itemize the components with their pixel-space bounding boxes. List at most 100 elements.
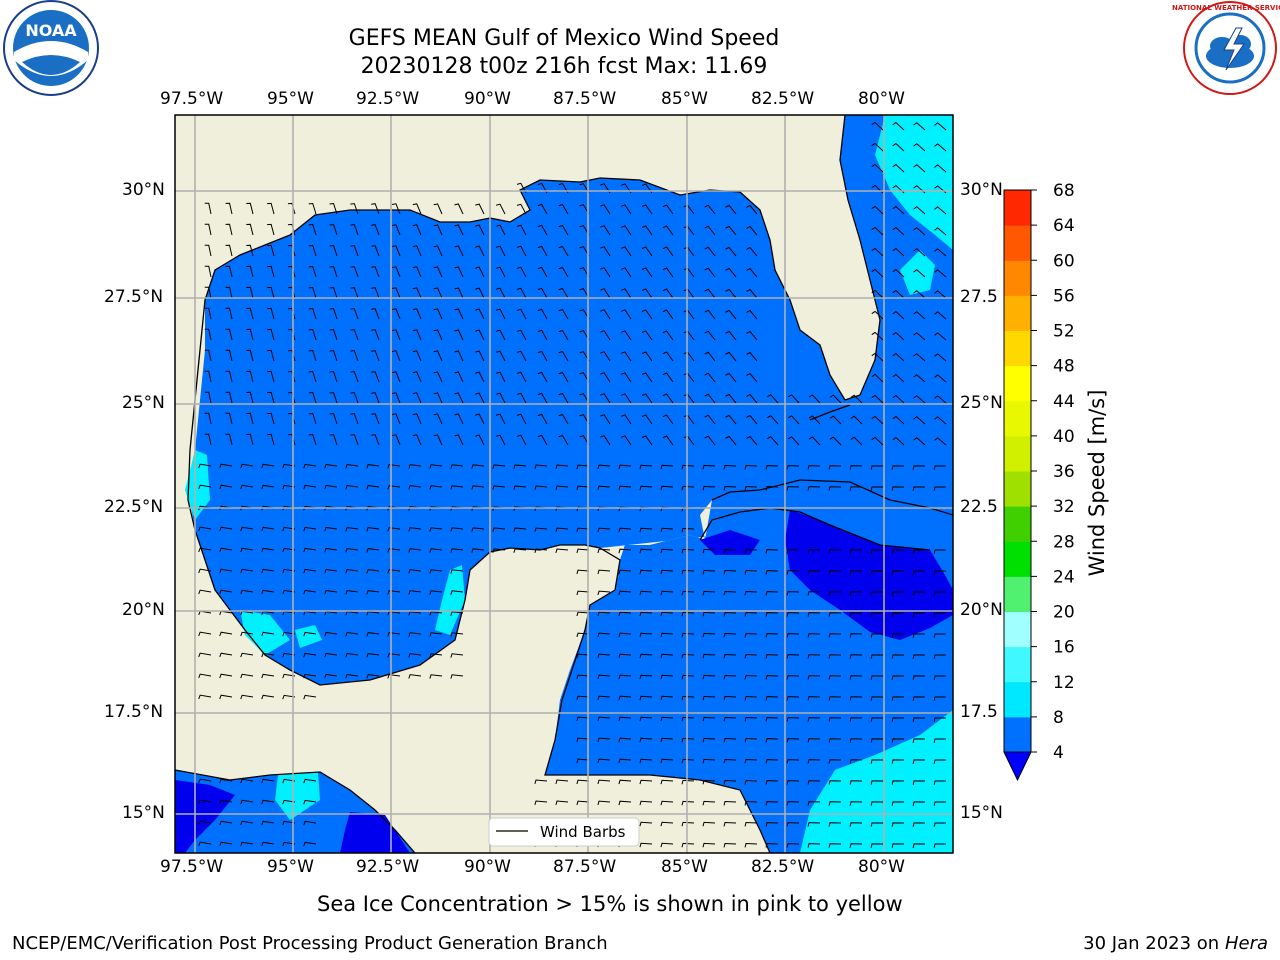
wind-barb <box>345 547 359 553</box>
wind-barb <box>891 696 905 701</box>
wind-barb <box>786 570 800 575</box>
wind-barb <box>475 224 485 236</box>
wind-barb <box>681 674 695 680</box>
wind-barb <box>765 696 779 701</box>
wind-barb <box>240 547 254 553</box>
wind-barb <box>558 182 569 194</box>
wind-barb <box>558 287 569 299</box>
wind-barb <box>308 349 317 362</box>
wind-barb <box>870 780 884 785</box>
wind-barb <box>662 372 674 383</box>
wind-barb <box>618 758 632 764</box>
wind-barb <box>225 349 233 362</box>
wind-barb <box>261 778 275 784</box>
mid-wind-atlantic <box>875 115 953 250</box>
colorbar-segment <box>1004 400 1031 437</box>
wind-barb <box>433 287 443 299</box>
wind-barb <box>725 225 737 236</box>
wind-barb <box>681 695 695 701</box>
colorbar-tick-label: 28 <box>1053 532 1075 552</box>
wind-barb <box>871 331 884 341</box>
wind-barb <box>371 203 380 215</box>
wind-barb <box>433 203 443 215</box>
wind-barb <box>787 436 800 446</box>
wind-barb <box>261 841 275 847</box>
wind-barb <box>412 350 422 362</box>
wind-barb <box>537 350 548 362</box>
wind-barb <box>537 266 548 278</box>
wind-barb <box>287 265 296 278</box>
wind-barb <box>597 485 611 491</box>
wind-barb <box>765 801 779 806</box>
wind-barb <box>576 695 590 701</box>
wind-barb <box>892 268 905 278</box>
wind-barb <box>261 694 275 700</box>
wind-barb <box>912 549 926 554</box>
wind-barb <box>744 548 758 554</box>
wind-barb <box>786 822 800 827</box>
colorbar-under-extension <box>1003 751 1032 782</box>
wind-barb <box>391 392 401 404</box>
wind-barb <box>662 351 674 362</box>
wind-barb <box>723 590 737 596</box>
mid-wind-atlantic-2 <box>900 250 935 295</box>
wind-barb <box>261 463 275 469</box>
wind-barb <box>828 633 842 638</box>
wind-barb <box>702 842 716 848</box>
lat-tick: 22.5°N <box>104 497 164 517</box>
wind-barb <box>555 527 569 533</box>
lon-tick: 87.5°W <box>553 89 617 109</box>
wind-barb <box>660 632 674 638</box>
wind-barb <box>912 759 926 764</box>
wind-barb <box>558 203 569 215</box>
wind-barb <box>600 246 611 257</box>
wind-barb <box>681 611 695 617</box>
wind-barb <box>240 841 254 847</box>
wind-barb <box>681 527 695 533</box>
colorbar-tick-label: 24 <box>1053 567 1075 587</box>
wind-barb <box>308 412 317 425</box>
wind-barb <box>287 202 296 215</box>
wind-barb <box>849 801 863 806</box>
wind-barb <box>308 307 317 320</box>
wind-barb <box>246 391 254 404</box>
sea-ice-note: Sea Ice Concentration > 15% is shown in … <box>317 892 903 916</box>
wind-barb <box>849 843 863 848</box>
wind-barb <box>219 694 233 700</box>
wind-barb <box>576 653 590 659</box>
wind-barb <box>913 395 926 404</box>
wind-barb <box>702 695 716 701</box>
wind-barb <box>198 526 212 532</box>
wind-barb <box>579 371 590 383</box>
wind-barb <box>204 307 212 320</box>
wind-barb <box>261 631 275 637</box>
wind-barb <box>913 164 926 173</box>
wind-barb <box>408 653 422 658</box>
wind-barb <box>267 328 275 341</box>
wind-barb <box>618 779 632 785</box>
wind-barb <box>828 570 842 575</box>
wind-barb <box>433 350 443 362</box>
wind-barb <box>267 391 275 404</box>
wind-barb <box>303 484 317 490</box>
wind-barb <box>639 758 653 764</box>
wind-barb <box>537 245 548 257</box>
wind-barb <box>597 632 611 638</box>
wind-barb <box>639 632 653 638</box>
lat-tick: 17.5°N <box>104 702 164 722</box>
mid-wind-yucatan-west <box>435 565 465 635</box>
wind-barb <box>913 353 926 362</box>
wind-barb <box>702 800 716 806</box>
wind-barb <box>913 311 926 320</box>
wind-barb <box>744 716 758 722</box>
wind-barb <box>660 464 674 470</box>
wind-barb <box>681 842 695 848</box>
wind-barb <box>496 371 506 383</box>
wind-barb <box>621 309 632 320</box>
wind-barb <box>870 612 884 617</box>
wind-barb <box>765 633 779 638</box>
wind-barb <box>579 203 590 215</box>
wind-barb <box>786 675 800 680</box>
wind-barb <box>725 393 737 404</box>
wind-barb <box>537 203 548 215</box>
